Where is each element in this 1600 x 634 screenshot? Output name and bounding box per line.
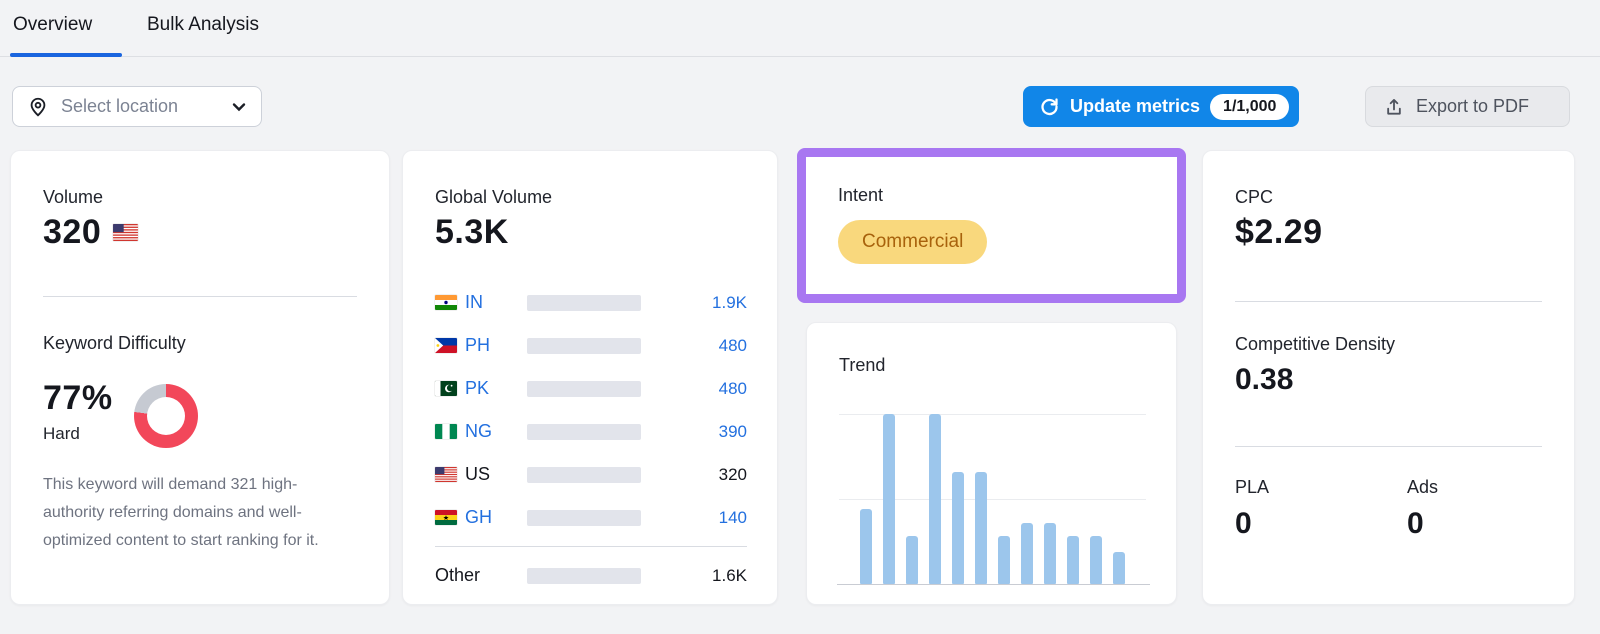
country-volume-value: 320	[718, 464, 747, 484]
refresh-icon	[1039, 96, 1060, 117]
active-tab-underline	[10, 53, 122, 57]
country-volume-value-link[interactable]: 480	[718, 378, 747, 398]
country-row-us: US 320	[435, 453, 747, 496]
country-code: US	[465, 464, 491, 484]
other-label: Other	[435, 565, 481, 585]
cpc-label: CPC	[1235, 187, 1274, 207]
card-divider	[1235, 301, 1542, 302]
country-volume-value-link[interactable]: 480	[718, 335, 747, 355]
intent-label: Intent	[838, 185, 884, 205]
trend-label: Trend	[839, 355, 886, 375]
trend-card: Trend	[806, 322, 1177, 605]
gh-flag-icon	[435, 510, 457, 525]
keyword-difficulty-donut	[134, 384, 198, 448]
select-location-label: Select location	[61, 96, 179, 116]
trend-bar	[1067, 536, 1079, 584]
volume-value-row: 320	[43, 213, 139, 252]
country-volume-bar	[527, 380, 641, 397]
keyword-difficulty-level: Hard	[43, 424, 80, 443]
trend-bar	[975, 471, 987, 584]
update-metrics-button[interactable]: Update metrics 1/1,000	[1023, 86, 1300, 127]
ads-value: 0	[1407, 507, 1424, 540]
update-metrics-quota-badge: 1/1,000	[1210, 93, 1290, 120]
country-row-in: IN 1.9K	[435, 281, 747, 324]
gridline	[839, 414, 1146, 415]
tab-overview[interactable]: Overview	[13, 14, 93, 35]
update-metrics-label: Update metrics	[1070, 96, 1201, 116]
trend-bar	[860, 509, 872, 584]
competitive-density-value: 0.38	[1235, 363, 1294, 396]
country-volume-bar	[527, 337, 641, 354]
other-volume-value: 1.6K	[712, 565, 747, 585]
trend-bar	[952, 471, 964, 584]
country-volume-bar	[527, 567, 641, 584]
trend-bar	[998, 536, 1010, 584]
us-flag-icon	[113, 224, 139, 241]
country-volume-value-link[interactable]: 1.9K	[712, 292, 747, 312]
in-flag-icon	[435, 295, 457, 310]
intent-card: Intent Commercial	[806, 157, 1177, 294]
card-divider	[1235, 446, 1542, 447]
global-volume-label: Global Volume	[435, 187, 553, 207]
country-code-link[interactable]: IN	[465, 292, 483, 312]
pk-flag-icon	[435, 381, 457, 396]
chevron-down-icon	[231, 99, 247, 115]
country-volume-bar	[527, 509, 641, 526]
keyword-difficulty-value: 77%	[43, 379, 113, 417]
country-row-ng: NG 390	[435, 410, 747, 453]
trend-bars	[839, 414, 1146, 584]
chart-baseline	[837, 584, 1150, 585]
ng-flag-icon	[435, 424, 457, 439]
global-volume-card: Global Volume 5.3K IN 1.9K PH 480 PK 480…	[402, 150, 778, 605]
country-code-link[interactable]: PH	[465, 335, 491, 355]
global-volume-value: 5.3K	[435, 213, 509, 251]
us-flag-icon	[435, 467, 457, 482]
country-volume-bar	[527, 423, 641, 440]
trend-bar	[1113, 551, 1125, 584]
ads-label: Ads	[1407, 477, 1439, 497]
intent-highlight-box: Intent Commercial	[797, 148, 1186, 303]
keyword-difficulty-description: This keyword will demand 321 high-author…	[43, 476, 319, 549]
cpc-card: CPC $2.29 Competitive Density 0.38 PLA 0…	[1202, 150, 1575, 605]
export-pdf-label: Export to PDF	[1416, 96, 1530, 116]
country-row-pk: PK 480	[435, 367, 747, 410]
country-volume-value-link[interactable]: 140	[718, 507, 747, 527]
pla-value: 0	[1235, 507, 1252, 540]
select-location-dropdown[interactable]: Select location	[12, 86, 262, 127]
country-volume-value-link[interactable]: 390	[718, 421, 747, 441]
pla-label: PLA	[1235, 477, 1270, 497]
ph-flag-icon	[435, 338, 457, 353]
gridline	[839, 499, 1146, 500]
other-row-divider	[435, 546, 747, 547]
cpc-value: $2.29	[1235, 213, 1323, 251]
tab-bulk-analysis[interactable]: Bulk Analysis	[147, 14, 259, 35]
trend-bar	[906, 536, 918, 584]
country-row-other: Other 1.6K	[435, 554, 747, 597]
intent-badge: Commercial	[838, 220, 988, 264]
country-code-link[interactable]: NG	[465, 421, 492, 441]
trend-bar	[1090, 536, 1102, 584]
card-divider	[43, 296, 357, 297]
tab-bar: Overview Bulk Analysis	[0, 0, 1600, 57]
trend-bar	[883, 414, 895, 584]
competitive-density-label: Competitive Density	[1235, 334, 1396, 354]
volume-value: 320	[43, 213, 102, 251]
keyword-difficulty-label: Keyword Difficulty	[43, 333, 186, 353]
trend-chart	[837, 414, 1150, 585]
location-pin-icon	[27, 96, 49, 118]
country-volume-list: IN 1.9K PH 480 PK 480 NG 390 US 320	[435, 281, 747, 597]
country-volume-bar	[527, 466, 641, 483]
trend-bar	[1044, 522, 1056, 584]
export-icon	[1384, 97, 1404, 117]
country-volume-bar	[527, 294, 641, 311]
trend-bar	[1021, 522, 1033, 584]
country-code-link[interactable]: GH	[465, 507, 492, 527]
volume-card: Volume 320 Keyword Difficulty 77% Hard T…	[10, 150, 390, 605]
export-to-pdf-button[interactable]: Export to PDF	[1365, 86, 1570, 127]
country-code-link[interactable]: PK	[465, 378, 490, 398]
volume-label: Volume	[43, 187, 104, 207]
trend-bar	[929, 414, 941, 584]
country-row-gh: GH 140	[435, 496, 747, 539]
country-row-ph: PH 480	[435, 324, 747, 367]
